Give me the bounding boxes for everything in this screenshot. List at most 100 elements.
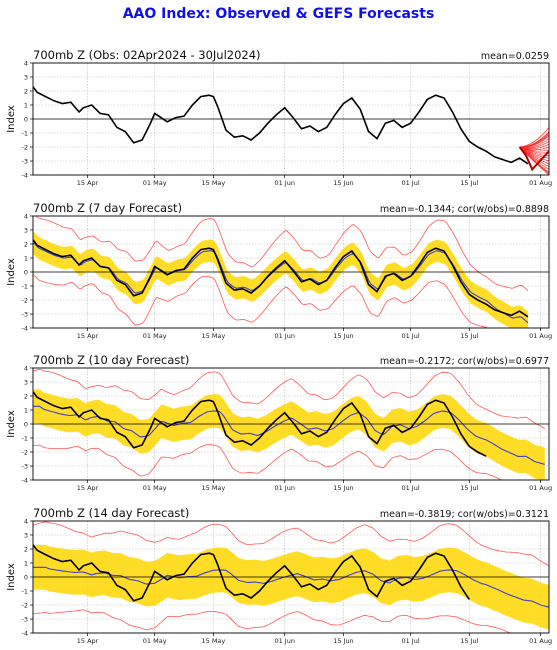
plot-area <box>33 86 549 175</box>
y-tick-label: -2 <box>22 296 28 304</box>
y-tick-label: -4 <box>22 171 28 179</box>
ensemble-max-line <box>33 368 545 429</box>
x-tick-label: 15 Jun <box>333 332 354 340</box>
ensemble-spread-band <box>33 231 528 328</box>
x-tick-label: 15 Jun <box>333 179 354 187</box>
y-tick-label: -4 <box>22 629 28 637</box>
x-tick-label: 01 Jul <box>401 179 419 187</box>
x-tick-label: 15 Jun <box>333 484 354 492</box>
y-axis-label: Index <box>6 410 17 438</box>
x-tick-label: 01 Jun <box>274 484 295 492</box>
chart-panel-1: 4 3 2 1 0 -1 -2 -3 -4 15 Apr 01 May 15 May 01 Jun 15 … <box>6 48 552 187</box>
x-tick-label: 01 May <box>143 332 167 340</box>
x-tick-label: 01 Aug <box>529 637 552 645</box>
panel-title: 700mb Z (14 day Forecast) <box>33 506 189 520</box>
x-tick-label: 15 Jul <box>460 484 478 492</box>
x-tick-label: 01 Jun <box>274 332 295 340</box>
x-tick-label: 15 Jul <box>460 332 478 340</box>
x-tick-label: 15 Apr <box>77 484 99 492</box>
ensemble-max-line <box>35 216 529 291</box>
y-tick-label: -2 <box>22 143 28 151</box>
x-tick-label: 15 May <box>201 484 225 492</box>
ensemble-max-line <box>33 521 549 567</box>
x-tick-label: 01 Jul <box>401 637 419 645</box>
ensemble-control-line <box>518 146 549 172</box>
y-tick-label: -1 <box>22 587 28 595</box>
chart-panel-2: 4 3 2 1 0 -1 -2 -3 -4 15 Apr 01 May 15 May 01 Jun 15 … <box>6 201 552 340</box>
y-tick-label: -3 <box>22 157 28 165</box>
plot-area <box>33 368 545 480</box>
y-tick-label: 1 <box>24 406 28 414</box>
x-tick-label: 15 Jun <box>333 637 354 645</box>
panel-title: 700mb Z (10 day Forecast) <box>33 353 189 367</box>
y-tick-label: 0 <box>24 115 28 123</box>
y-tick-label: -2 <box>22 448 28 456</box>
y-tick-label: 4 <box>24 212 28 220</box>
x-tick-label: 15 Apr <box>77 179 99 187</box>
ensemble-min-line <box>33 274 489 328</box>
y-tick-label: 0 <box>24 573 28 581</box>
y-tick-label: 4 <box>24 517 28 525</box>
x-tick-label: 01 May <box>143 484 167 492</box>
y-tick-label: -3 <box>22 462 28 470</box>
y-tick-label: 1 <box>24 559 28 567</box>
panel-stats: mean=-0.1344; cor(w/obs)=0.8898 <box>380 204 549 215</box>
x-tick-label: 15 Apr <box>77 637 99 645</box>
series-observed <box>33 86 529 165</box>
plot-area <box>33 521 549 633</box>
x-tick-label: 01 May <box>143 637 167 645</box>
x-tick-label: 01 Jul <box>401 484 419 492</box>
x-tick-label: 15 May <box>201 332 225 340</box>
chart-panel-4: 4 3 2 1 0 -1 -2 -3 -4 15 Apr 01 May 15 May 01 Jun 15 … <box>6 506 552 645</box>
y-tick-label: 4 <box>24 364 28 372</box>
series-observed <box>33 239 529 318</box>
y-tick-label: 1 <box>24 101 28 109</box>
x-tick-label: 15 Apr <box>77 332 99 340</box>
y-tick-label: 3 <box>24 226 28 234</box>
x-tick-label: 01 Jun <box>274 179 295 187</box>
y-tick-label: -1 <box>22 282 28 290</box>
ensemble-member-line <box>519 134 549 148</box>
y-tick-label: -4 <box>22 476 28 484</box>
y-tick-label: 0 <box>24 420 28 428</box>
y-axis-label: Index <box>6 105 17 133</box>
y-tick-label: -2 <box>22 601 28 609</box>
plot-area <box>33 216 529 328</box>
ensemble-min-line <box>33 609 512 633</box>
y-tick-label: -3 <box>22 310 28 318</box>
x-tick-label: 15 May <box>201 179 225 187</box>
ensemble-member-line <box>519 141 549 149</box>
x-tick-label: 01 Aug <box>529 484 552 492</box>
x-tick-label: 15 Jul <box>460 179 478 187</box>
ensemble-member-line <box>519 146 549 151</box>
y-tick-label: 0 <box>24 268 28 276</box>
y-axis-label: Index <box>6 258 17 286</box>
y-tick-label: 3 <box>24 531 28 539</box>
y-axis-label: Index <box>6 563 17 591</box>
y-tick-label: -1 <box>22 129 28 137</box>
y-tick-label: 2 <box>24 240 28 248</box>
y-tick-label: 3 <box>24 73 28 81</box>
chart-panel-3: 4 3 2 1 0 -1 -2 -3 -4 15 Apr 01 May 15 May 01 Jun 15 … <box>6 353 552 492</box>
series-observed <box>33 391 487 457</box>
panel-title: 700mb Z (7 day Forecast) <box>33 201 182 215</box>
x-tick-label: 01 Aug <box>529 332 552 340</box>
x-tick-label: 15 Jul <box>460 637 478 645</box>
panel-stats: mean=-0.3819; cor(w/obs)=0.3121 <box>380 509 549 520</box>
ensemble-spread-band <box>33 389 545 480</box>
panel-stats: mean=-0.2172; cor(w/obs)=0.6977 <box>380 356 549 367</box>
panel-title: 700mb Z (Obs: 02Apr2024 - 30Jul2024) <box>33 48 261 62</box>
x-tick-label: 01 Aug <box>529 179 552 187</box>
y-tick-label: -1 <box>22 434 28 442</box>
ensemble-spread-band <box>33 544 549 630</box>
panel-stats: mean=0.0259 <box>481 51 549 62</box>
ensemble-mean-line <box>33 566 549 608</box>
series-observed <box>33 544 470 602</box>
y-tick-label: -3 <box>22 615 28 623</box>
y-tick-label: 1 <box>24 254 28 262</box>
x-tick-label: 15 May <box>201 637 225 645</box>
y-tick-label: 4 <box>24 59 28 67</box>
x-tick-label: 01 May <box>143 179 167 187</box>
y-tick-label: -4 <box>22 324 28 332</box>
